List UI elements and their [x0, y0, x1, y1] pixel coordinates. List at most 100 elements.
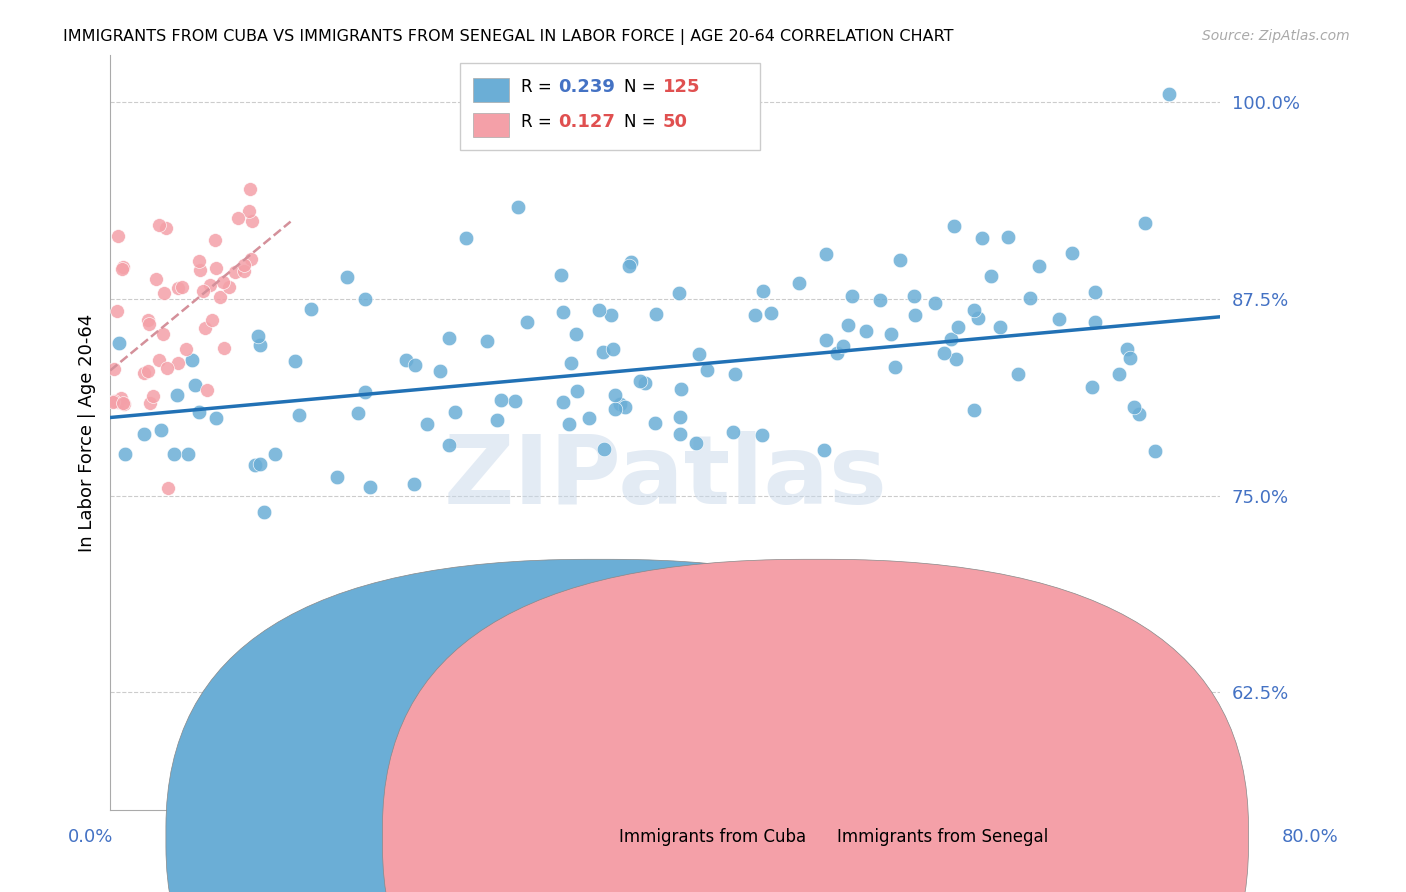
Point — [107, 303, 129, 318]
FancyBboxPatch shape — [166, 559, 1032, 892]
Point — [948, 319, 970, 334]
Point — [1084, 285, 1107, 299]
Point — [1157, 87, 1180, 102]
Point — [904, 308, 927, 322]
Point — [136, 313, 159, 327]
Point — [1128, 407, 1150, 421]
Point — [1060, 246, 1083, 260]
Point — [592, 345, 614, 359]
Point — [101, 394, 124, 409]
Point — [201, 313, 224, 327]
Point — [299, 301, 322, 316]
Point — [354, 384, 377, 399]
Point — [444, 405, 467, 419]
Point — [111, 261, 134, 276]
Point — [628, 374, 651, 388]
Point — [132, 366, 155, 380]
Point — [997, 229, 1019, 244]
Point — [1084, 314, 1107, 328]
Point — [336, 270, 359, 285]
Point — [107, 395, 129, 409]
Point — [416, 417, 439, 431]
Point — [138, 317, 160, 331]
Point — [240, 252, 263, 266]
Point — [789, 276, 811, 290]
Point — [205, 260, 228, 275]
Point — [603, 402, 626, 417]
Point — [437, 330, 460, 344]
Point — [454, 231, 477, 245]
Point — [148, 352, 170, 367]
Text: ZIPatlas: ZIPatlas — [443, 432, 887, 524]
Point — [1144, 443, 1167, 458]
Point — [614, 400, 637, 414]
Point — [238, 204, 260, 219]
Point — [218, 280, 240, 294]
Point — [439, 438, 461, 452]
Point — [395, 352, 418, 367]
Point — [880, 326, 903, 341]
Point — [155, 221, 177, 235]
Point — [560, 356, 582, 370]
Text: 50: 50 — [664, 112, 688, 130]
Point — [111, 260, 134, 275]
Point — [924, 295, 946, 310]
Text: 0.127: 0.127 — [558, 112, 614, 130]
Point — [253, 505, 276, 519]
Point — [751, 428, 773, 442]
Text: IMMIGRANTS FROM CUBA VS IMMIGRANTS FROM SENEGAL IN LABOR FORCE | AGE 20-64 CORRE: IMMIGRANTS FROM CUBA VS IMMIGRANTS FROM … — [63, 29, 953, 45]
Point — [605, 388, 627, 402]
Text: N =: N = — [624, 78, 655, 95]
Point — [617, 259, 640, 273]
Point — [744, 308, 766, 322]
Point — [832, 339, 855, 353]
Point — [945, 351, 967, 366]
Point — [152, 326, 174, 341]
Point — [669, 382, 692, 396]
Point — [243, 458, 266, 472]
Point — [593, 442, 616, 456]
Point — [1133, 216, 1156, 230]
Y-axis label: In Labor Force | Age 20-64: In Labor Force | Age 20-64 — [79, 313, 96, 552]
Bar — [474, 112, 509, 136]
Point — [903, 289, 925, 303]
Point — [1011, 582, 1033, 597]
Point — [205, 411, 228, 425]
Point — [837, 318, 859, 333]
Point — [558, 417, 581, 431]
Point — [855, 324, 877, 338]
Point — [1119, 351, 1142, 365]
Point — [869, 293, 891, 308]
Point — [138, 395, 160, 409]
Text: Immigrants from Senegal: Immigrants from Senegal — [837, 828, 1047, 846]
Point — [485, 412, 508, 426]
Point — [141, 389, 163, 403]
Point — [1081, 380, 1104, 394]
Point — [429, 364, 451, 378]
Point — [990, 319, 1012, 334]
Point — [602, 343, 624, 357]
Point — [506, 200, 529, 214]
Point — [157, 481, 180, 495]
Text: R =: R = — [522, 78, 551, 95]
Point — [107, 229, 129, 244]
Point — [939, 332, 962, 346]
Point — [1007, 368, 1029, 382]
Point — [191, 285, 214, 299]
Text: 0.0%: 0.0% — [67, 828, 112, 846]
Point — [153, 285, 176, 300]
Point — [759, 306, 782, 320]
Point — [198, 277, 221, 292]
Text: 125: 125 — [664, 78, 700, 95]
Point — [208, 290, 231, 304]
Point — [912, 669, 935, 683]
Point — [932, 345, 955, 359]
Point — [183, 377, 205, 392]
Bar — [474, 78, 509, 102]
Point — [111, 396, 134, 410]
Point — [668, 427, 690, 442]
Point — [565, 327, 588, 342]
Point — [114, 447, 136, 461]
Point — [402, 477, 425, 491]
Point — [813, 443, 835, 458]
